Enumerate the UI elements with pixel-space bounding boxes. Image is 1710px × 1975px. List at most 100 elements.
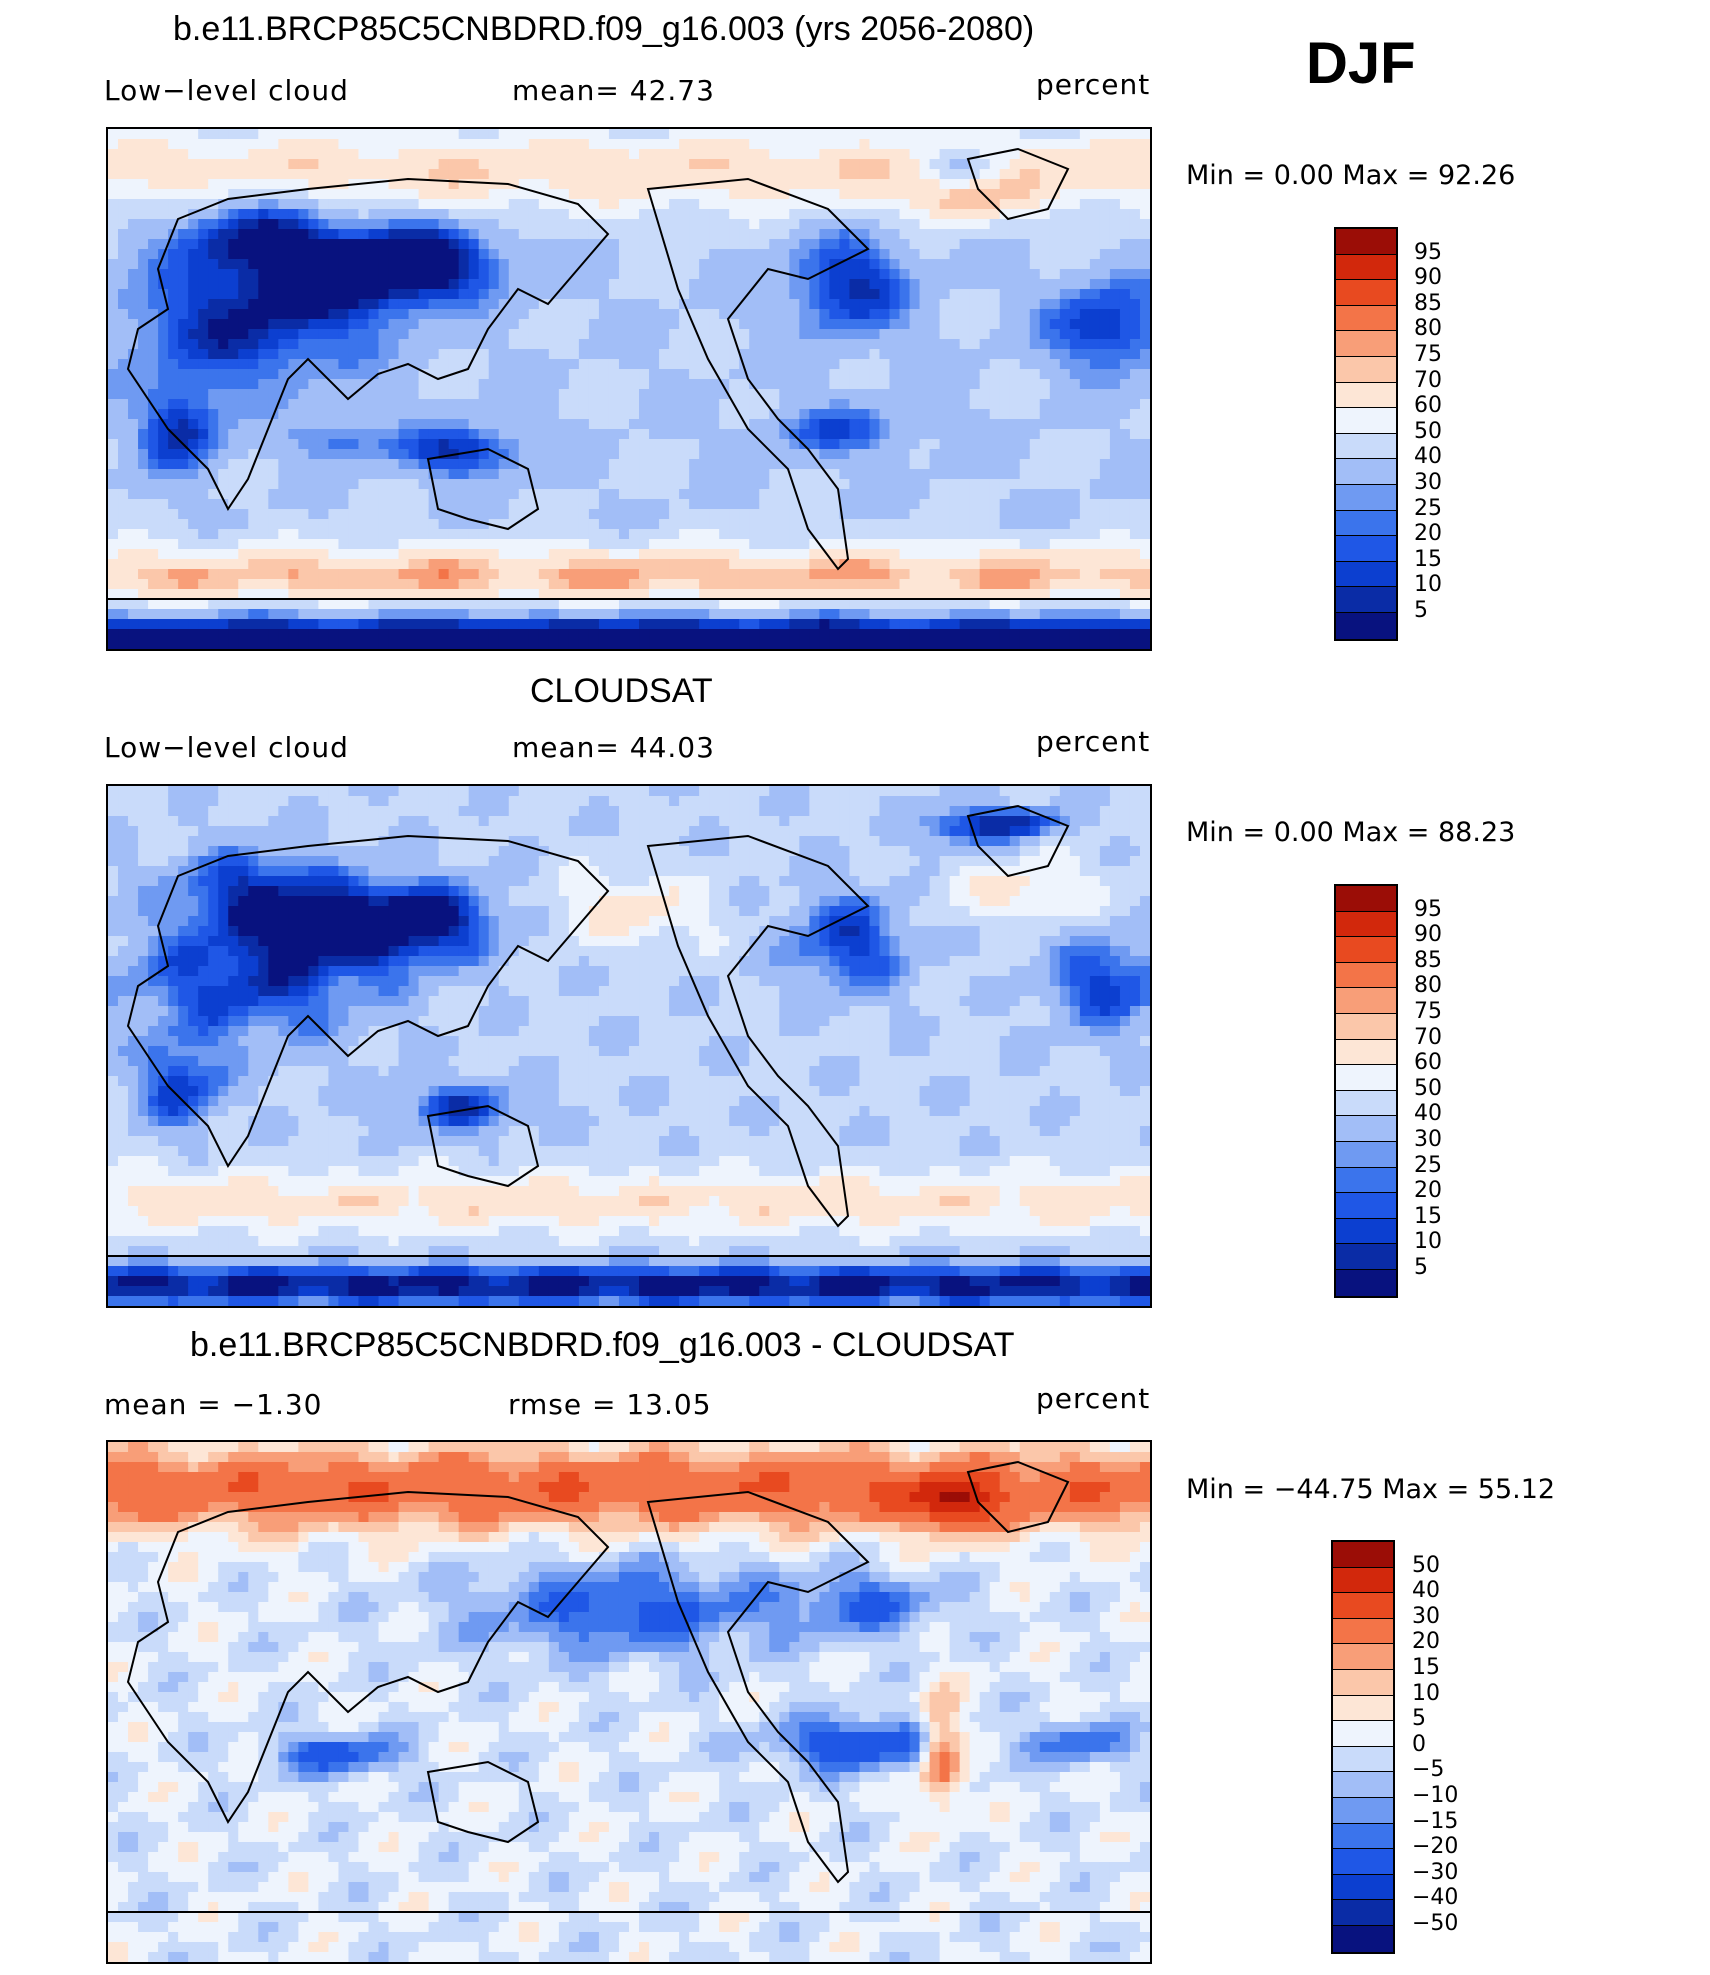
colorbar-tick-label: 30 xyxy=(1412,1603,1440,1629)
panel-3-mean-label: mean = −1.30 xyxy=(104,1388,323,1421)
coastline xyxy=(646,834,870,1228)
colorbar-swatch xyxy=(1336,1141,1396,1168)
colorbar-swatch xyxy=(1336,484,1396,511)
colorbar-tick-label: 5 xyxy=(1414,1255,1428,1280)
colorbar-tick-label: 70 xyxy=(1414,367,1442,393)
colorbar-swatch xyxy=(1333,1721,1393,1747)
colorbar-tick-label: 85 xyxy=(1414,947,1442,973)
panel-2-colorbar xyxy=(1334,884,1398,1298)
colorbar-swatch xyxy=(1336,408,1396,434)
coastline xyxy=(966,147,1070,221)
colorbar-swatch xyxy=(1336,1065,1396,1091)
colorbar-tick-label: 80 xyxy=(1414,316,1442,342)
coastline xyxy=(126,834,610,1168)
colorbar-swatch xyxy=(1333,1746,1393,1773)
colorbar-swatch xyxy=(1336,331,1396,357)
colorbar-tick-label: 10 xyxy=(1414,572,1442,598)
colorbar-tick-label: 0 xyxy=(1412,1731,1426,1757)
colorbar-swatch xyxy=(1336,988,1396,1014)
panel-2-mean-label: mean= 44.03 xyxy=(512,731,715,764)
colorbar-tick-label: 20 xyxy=(1414,1178,1442,1204)
colorbar-swatch xyxy=(1336,886,1396,912)
colorbar-swatch xyxy=(1336,1167,1396,1194)
colorbar-tick-label: 15 xyxy=(1414,546,1442,572)
colorbar-tick-label: 60 xyxy=(1414,1050,1442,1076)
panel-1-map xyxy=(106,127,1152,651)
colorbar-tick-label: 25 xyxy=(1414,495,1442,521)
colorbar-swatch xyxy=(1336,382,1396,409)
colorbar-tick-label: 15 xyxy=(1412,1655,1440,1680)
colorbar-tick-label: 10 xyxy=(1414,1229,1442,1255)
colorbar-swatch xyxy=(1333,1618,1393,1645)
colorbar-swatch xyxy=(1336,280,1396,306)
colorbar-tick-label: 30 xyxy=(1414,470,1442,495)
colorbar-swatch xyxy=(1333,1695,1393,1722)
colorbar-tick-label: 60 xyxy=(1414,393,1442,419)
colorbar-swatch xyxy=(1333,1567,1393,1594)
coastline xyxy=(426,1760,540,1844)
colorbar-swatch xyxy=(1333,1823,1393,1850)
colorbar-tick-label: −20 xyxy=(1412,1834,1459,1860)
colorbar-tick-label: −30 xyxy=(1412,1859,1459,1885)
colorbar-swatch xyxy=(1336,962,1396,989)
colorbar-tick-label: 85 xyxy=(1414,290,1442,316)
panel-3-min-max: Min = −44.75 Max = 55.12 xyxy=(1186,1474,1556,1505)
colorbar-tick-label: 50 xyxy=(1414,418,1442,444)
colorbar-tick-label: 40 xyxy=(1414,444,1442,470)
coastline xyxy=(646,1490,870,1884)
colorbar-tick-label: 95 xyxy=(1414,896,1442,922)
colorbar-swatch xyxy=(1336,510,1396,537)
colorbar-tick-label: 15 xyxy=(1414,1203,1442,1229)
colorbar-tick-label: −10 xyxy=(1412,1783,1459,1808)
colorbar-tick-label: 30 xyxy=(1414,1127,1442,1152)
colorbar-swatch xyxy=(1333,1925,1393,1952)
colorbar-tick-label: 75 xyxy=(1414,342,1442,367)
colorbar-tick-label: 20 xyxy=(1412,1629,1440,1655)
colorbar-swatch xyxy=(1336,561,1396,588)
colorbar-tick-label: 20 xyxy=(1414,521,1442,547)
colorbar-tick-label: 90 xyxy=(1414,265,1442,291)
panel-2-title: CLOUDSAT xyxy=(530,672,713,710)
colorbar-swatch xyxy=(1333,1644,1393,1670)
colorbar-swatch xyxy=(1336,1244,1396,1270)
season-label: DJF xyxy=(1306,31,1416,96)
colorbar-tick-label: 5 xyxy=(1414,598,1428,623)
colorbar-swatch xyxy=(1336,1193,1396,1219)
colorbar-swatch xyxy=(1336,1218,1396,1245)
colorbar-swatch xyxy=(1333,1874,1393,1901)
colorbar-tick-label: 40 xyxy=(1412,1578,1440,1604)
panel-1-variable-label: Low−level cloud xyxy=(104,74,349,107)
colorbar-swatch xyxy=(1336,459,1396,485)
coastline xyxy=(646,177,870,571)
colorbar-swatch xyxy=(1333,1900,1393,1926)
colorbar-swatch xyxy=(1336,937,1396,963)
colorbar-swatch xyxy=(1336,536,1396,562)
panel-2-map xyxy=(106,784,1152,1308)
coastline xyxy=(126,1490,610,1824)
coastline xyxy=(126,177,610,511)
panel-2-variable-label: Low−level cloud xyxy=(104,731,349,764)
colorbar-swatch xyxy=(1333,1593,1393,1619)
colorbar-swatch xyxy=(1333,1849,1393,1875)
panel-3-rmse-label: rmse = 13.05 xyxy=(508,1388,712,1421)
colorbar-tick-label: 10 xyxy=(1412,1680,1440,1706)
colorbar-swatch xyxy=(1336,1013,1396,1040)
colorbar-tick-label: −50 xyxy=(1412,1911,1459,1936)
colorbar-tick-label: −15 xyxy=(1412,1808,1459,1834)
panel-1-colorbar xyxy=(1334,227,1398,641)
colorbar-swatch xyxy=(1336,587,1396,613)
panel-3-map xyxy=(106,1440,1152,1964)
colorbar-tick-label: 80 xyxy=(1414,973,1442,999)
colorbar-tick-label: 50 xyxy=(1412,1552,1440,1578)
coastline xyxy=(426,1104,540,1188)
colorbar-tick-label: 40 xyxy=(1414,1101,1442,1127)
panel-2-min-max: Min = 0.00 Max = 88.23 xyxy=(1186,817,1516,848)
panel-1-mean-label: mean= 42.73 xyxy=(512,74,715,107)
colorbar-swatch xyxy=(1336,911,1396,938)
colorbar-swatch xyxy=(1333,1797,1393,1824)
panel-1-units-label: percent xyxy=(1036,68,1151,101)
colorbar-swatch xyxy=(1336,356,1396,383)
panel-3-title: b.e11.BRCP85C5CNBDRD.f09_g16.003 - CLOUD… xyxy=(190,1326,1015,1364)
panel-3-colorbar xyxy=(1331,1540,1395,1954)
colorbar-swatch xyxy=(1336,229,1396,255)
